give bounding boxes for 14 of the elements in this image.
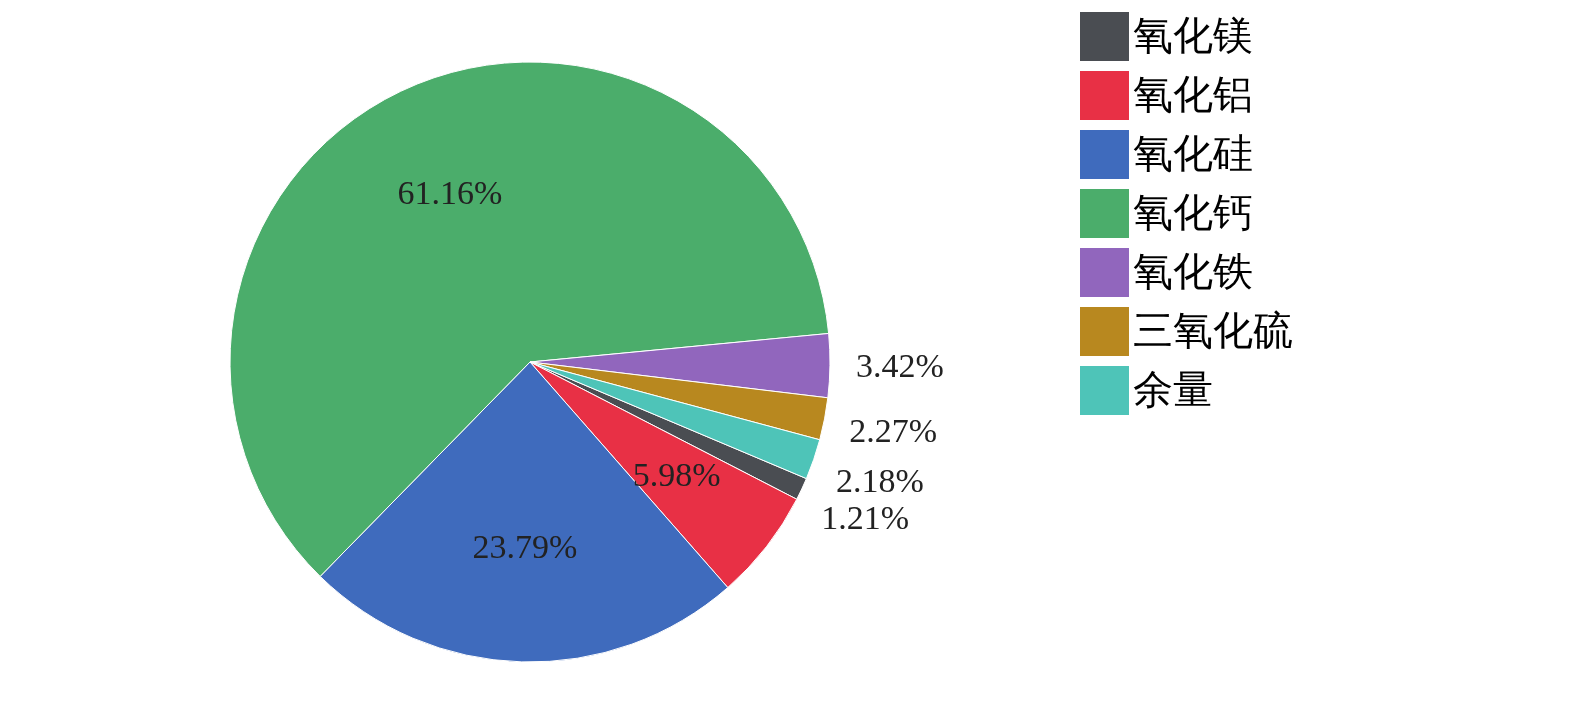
legend-label: 氧化硅 [1133, 130, 1253, 176]
legend-label: 三氧化硫 [1133, 307, 1293, 353]
legend-label: 氧化铁 [1133, 248, 1253, 294]
data-label: 23.79% [472, 527, 578, 565]
data-label: 2.27% [849, 412, 938, 450]
data-label: 1.21% [821, 498, 910, 536]
data-label: 2.18% [836, 462, 924, 500]
legend-label: 余量 [1133, 366, 1213, 412]
legend-label: 氧化铝 [1133, 71, 1253, 117]
data-label: 3.42% [856, 346, 944, 384]
legend-label: 氧化镁 [1133, 12, 1253, 58]
legend-label: 氧化钙 [1133, 189, 1253, 235]
data-label: 5.98% [632, 456, 721, 494]
data-label: 61.16% [397, 174, 503, 212]
